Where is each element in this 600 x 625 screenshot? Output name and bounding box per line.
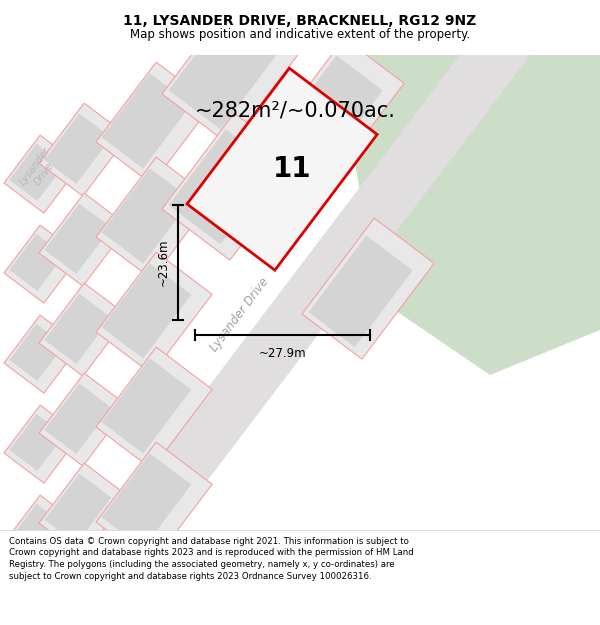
- Polygon shape: [4, 225, 80, 303]
- Polygon shape: [44, 384, 111, 454]
- Polygon shape: [101, 168, 191, 264]
- Polygon shape: [4, 135, 80, 213]
- Polygon shape: [100, 55, 530, 530]
- Text: Lysander Drive: Lysander Drive: [208, 276, 272, 354]
- Polygon shape: [44, 474, 111, 544]
- Polygon shape: [302, 218, 434, 359]
- Polygon shape: [96, 347, 212, 469]
- Polygon shape: [10, 504, 64, 561]
- Polygon shape: [169, 14, 278, 129]
- Polygon shape: [10, 234, 64, 291]
- Polygon shape: [96, 252, 212, 374]
- Text: Contains OS data © Crown copyright and database right 2021. This information is : Contains OS data © Crown copyright and d…: [9, 537, 414, 581]
- Text: 11: 11: [273, 155, 311, 183]
- Polygon shape: [101, 73, 191, 169]
- Polygon shape: [96, 442, 212, 564]
- Polygon shape: [44, 204, 111, 274]
- Text: ~23.6m: ~23.6m: [157, 239, 170, 286]
- Polygon shape: [4, 315, 80, 393]
- Text: Lysander
Drive: Lysander Drive: [18, 146, 62, 194]
- Polygon shape: [4, 495, 80, 573]
- Text: ~282m²/~0.070ac.: ~282m²/~0.070ac.: [194, 100, 395, 120]
- Polygon shape: [278, 56, 383, 167]
- Text: ~27.9m: ~27.9m: [259, 347, 307, 360]
- Polygon shape: [39, 103, 128, 196]
- Polygon shape: [162, 0, 302, 145]
- Polygon shape: [39, 193, 128, 286]
- Polygon shape: [162, 113, 302, 260]
- Polygon shape: [169, 129, 278, 244]
- Polygon shape: [10, 324, 64, 381]
- Polygon shape: [101, 263, 191, 359]
- Polygon shape: [96, 157, 212, 279]
- Polygon shape: [10, 414, 64, 471]
- Polygon shape: [101, 358, 191, 454]
- Polygon shape: [187, 68, 377, 270]
- Polygon shape: [335, 55, 600, 375]
- Text: Map shows position and indicative extent of the property.: Map shows position and indicative extent…: [130, 28, 470, 41]
- Polygon shape: [4, 405, 80, 483]
- Polygon shape: [96, 62, 212, 184]
- Polygon shape: [39, 463, 128, 556]
- Polygon shape: [308, 236, 413, 347]
- Polygon shape: [39, 373, 128, 466]
- Polygon shape: [39, 283, 128, 376]
- Polygon shape: [101, 453, 191, 549]
- Text: 11, LYSANDER DRIVE, BRACKNELL, RG12 9NZ: 11, LYSANDER DRIVE, BRACKNELL, RG12 9NZ: [124, 14, 476, 28]
- Polygon shape: [44, 294, 111, 364]
- Polygon shape: [10, 144, 64, 201]
- Polygon shape: [272, 38, 404, 179]
- Polygon shape: [44, 114, 111, 184]
